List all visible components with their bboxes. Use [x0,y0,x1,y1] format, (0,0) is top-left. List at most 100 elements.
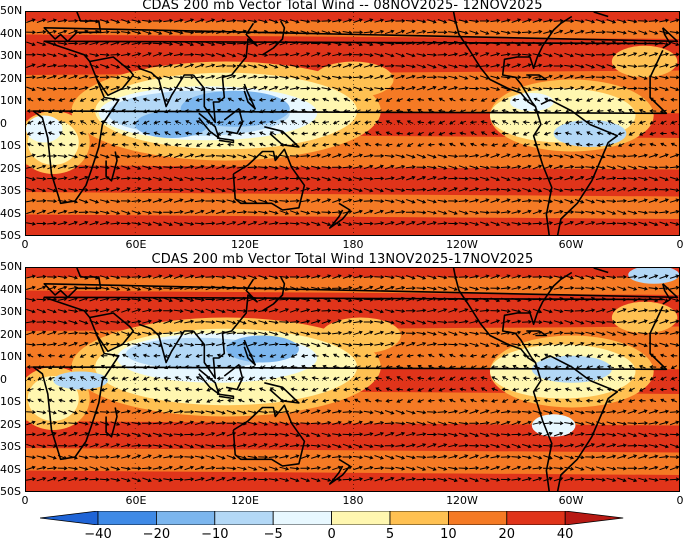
wind-vector-arrow-icon [216,165,225,170]
wind-vector-arrow-icon [68,221,78,226]
wind-vector-arrow-icon [363,31,373,34]
wind-vector-arrow-icon [374,210,384,215]
wind-vector-arrow-icon [152,422,162,425]
wind-vector-arrow-icon [215,87,226,90]
wind-vector-arrow-icon [439,353,445,358]
wind-vector-arrow-icon [659,221,669,226]
wind-vector-arrow-icon [152,342,162,347]
wind-vector-arrow-icon [69,97,76,102]
wind-vector-arrow-icon [363,200,373,202]
wind-vector-arrow-icon [163,19,173,23]
wind-vector-arrow-icon [627,65,637,67]
wind-vector-arrow-icon [143,98,150,101]
wind-vector-arrow-icon [543,75,553,80]
wind-vector-arrow-icon [595,433,605,436]
wind-vector-arrow-icon [543,199,553,203]
wind-vector-arrow-icon [659,309,669,312]
wind-vector-arrow-icon [163,30,173,35]
wind-vector-arrow-icon [301,388,308,391]
wind-vector-arrow-icon [617,87,626,90]
wind-vector-arrow-icon [289,477,299,482]
wind-vector-arrow-icon [586,121,593,124]
wind-vector-arrow-icon [68,211,78,214]
wind-vector-arrow-icon [597,132,604,135]
wind-vector-arrow-icon [660,365,667,369]
wind-vector-arrow-icon [26,455,36,459]
lat-tick-label: 20N [0,71,23,85]
wind-vector-arrow-icon [449,354,456,358]
wind-vector-arrow-icon [270,109,277,113]
wind-vector-arrow-icon [553,221,563,226]
wind-vector-arrow-icon [238,120,245,125]
wind-vector-arrow-icon [205,155,215,157]
wind-vector-arrow-icon [595,478,605,481]
wind-vector-arrow-icon [363,177,373,180]
wind-vector-arrow-icon [375,98,382,102]
wind-vector-arrow-icon [78,466,88,470]
wind-vector-arrow-icon [543,286,553,291]
wind-vector-arrow-icon [323,365,329,369]
wind-vector-arrow-icon [142,75,152,80]
wind-vector-arrow-icon [564,30,574,35]
wind-vector-arrow-icon [384,455,394,459]
wind-vector-arrow-icon [268,275,278,279]
wind-vector-arrow-icon [490,176,500,181]
wind-vector-arrow-icon [332,342,342,347]
wind-vector-arrow-icon [648,310,658,312]
wind-vector-arrow-icon [564,287,574,290]
wind-vector-arrow-icon [205,41,215,46]
coastline-outline [532,99,619,235]
wind-vector-arrow-icon [237,87,247,90]
wind-vector-arrow-icon [585,86,595,91]
wind-vector-arrow-icon [110,275,120,279]
wind-vector-arrow-icon [405,478,415,481]
wind-vector-arrow-icon [300,19,310,23]
wind-vector-arrow-icon [574,221,584,226]
wind-vector-arrow-icon [648,20,658,22]
wind-vector-arrow-icon [342,421,352,426]
wind-vector-arrow-icon [439,399,446,402]
wind-vector-arrow-icon [173,466,183,471]
wind-vector-arrow-icon [280,376,287,380]
wind-vector-arrow-icon [405,432,415,437]
wind-vector-arrow-icon [502,109,509,113]
wind-vector-arrow-icon [522,76,532,79]
wind-vector-arrow-icon [428,354,435,358]
wind-vector-arrow-icon [142,320,152,324]
wind-vector-arrow-icon [163,154,173,158]
wind-vector-arrow-icon [574,30,584,34]
wind-vector-arrow-icon [585,19,595,23]
wind-vector-arrow-icon [205,75,215,79]
wind-vector-arrow-icon [289,308,299,313]
wind-vector-arrow-icon [247,64,257,68]
wind-vector-arrow-icon [448,210,458,215]
wind-vector-arrow-icon [512,132,520,135]
wind-vector-arrow-icon [470,365,477,369]
wind-vector-arrow-icon [407,365,414,369]
wind-vector-arrow-icon [534,354,541,358]
wind-vector-arrow-icon [122,353,129,358]
wind-vector-arrow-icon [216,75,225,80]
wind-vector-arrow-icon [564,466,574,470]
wind-vector-arrow-icon [280,399,287,402]
wind-vector-arrow-icon [458,467,468,469]
wind-vector-arrow-icon [237,165,247,169]
wind-vector-arrow-icon [321,444,331,448]
wind-vector-arrow-icon [544,143,551,146]
wind-vector-arrow-icon [57,177,67,180]
wind-vector-arrow-icon [301,109,308,113]
wind-vector-arrow-icon [521,154,532,158]
wind-vector-arrow-icon [648,421,658,425]
wind-vector-arrow-icon [100,41,109,46]
wind-vector-arrow-icon [268,154,278,158]
wind-vector-arrow-icon [247,75,257,79]
wind-vector-arrow-icon [279,444,289,448]
wind-vector-arrow-icon [596,41,605,46]
wind-vector-arrow-icon [490,64,500,68]
wind-vector-arrow-icon [522,286,531,291]
wind-vector-arrow-icon [595,275,605,279]
wind-vector-arrow-icon [416,297,426,302]
wind-vector-arrow-icon [205,467,215,470]
wind-vector-arrow-icon [490,320,500,324]
wind-vector-arrow-icon [481,400,488,402]
